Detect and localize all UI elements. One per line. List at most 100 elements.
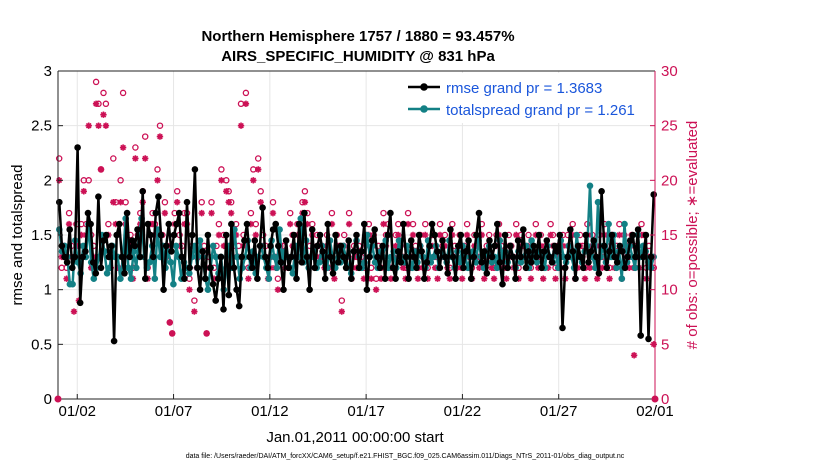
obs-evaluated-point — [345, 220, 353, 228]
rmse-point — [285, 264, 293, 272]
rmse-point — [637, 332, 644, 339]
spread-point — [167, 259, 175, 266]
rmse-point — [157, 231, 165, 239]
rmse-point — [332, 231, 339, 239]
obs-evaluated-point — [142, 155, 149, 162]
rmse-point — [494, 220, 501, 228]
obs-evaluated-point — [257, 199, 264, 206]
obs-possible-point — [141, 133, 149, 140]
obs-evaluated-point — [166, 319, 173, 326]
obs-possible-point — [110, 155, 117, 162]
rmse-point — [368, 237, 376, 244]
rmse-point — [405, 275, 412, 283]
spread-point — [289, 270, 297, 277]
obs-evaluated-point — [503, 275, 510, 282]
rmse-point — [71, 253, 79, 261]
rmse-point — [423, 259, 431, 266]
rmse-point — [298, 259, 306, 266]
rmse-point — [512, 275, 519, 283]
obs-evaluated-point — [237, 122, 245, 129]
rmse-point — [606, 248, 613, 255]
rmse-point — [394, 248, 402, 255]
obs-evaluated-point — [422, 231, 429, 239]
obs-evaluated-point — [250, 177, 257, 184]
legend: rmse grand pr = 1.3683 totalspread grand… — [400, 73, 652, 123]
obs-evaluated-point — [392, 242, 400, 250]
rmse-point — [632, 253, 639, 261]
chart-title-line1: Northern Hemisphere 1757 / 1880 = 93.457… — [201, 28, 514, 45]
rmse-point — [58, 242, 66, 250]
rmse-point — [66, 226, 73, 233]
spread-point — [528, 237, 535, 244]
obs-evaluated-point — [210, 275, 218, 282]
spread-point — [265, 275, 273, 283]
obs-possible-point — [404, 209, 412, 217]
rmse-point — [561, 264, 569, 272]
rmse-point — [488, 253, 496, 261]
rmse-point — [319, 248, 326, 255]
obs-evaluated-point — [247, 220, 255, 228]
legend-spread-marker — [420, 105, 428, 113]
spread-point — [172, 242, 180, 250]
x-tick-label: 01/12 — [251, 403, 289, 420]
rmse-point — [358, 248, 366, 255]
obs-possible-point — [154, 166, 161, 173]
rmse-point — [272, 220, 280, 228]
spread-point — [186, 270, 193, 277]
obs-evaluated-point — [132, 155, 139, 162]
spread-point — [146, 259, 153, 266]
rmse-point — [217, 253, 225, 261]
obs-evaluated-point — [95, 122, 102, 129]
rmse-point — [204, 231, 212, 239]
spread-point — [270, 253, 278, 261]
rmse-point — [275, 242, 282, 250]
rmse-point — [608, 231, 616, 239]
rmse-point — [139, 188, 146, 195]
rmse-point — [619, 248, 626, 255]
rmse-point — [473, 231, 480, 239]
rmse-point — [152, 209, 160, 217]
tick-labels: 01/02 01/07 01/12 01/17 01/22 01/27 02/0100.51… — [31, 63, 678, 420]
obs-possible-point — [569, 220, 576, 228]
rmse-point — [355, 264, 363, 272]
rmse-point — [220, 306, 227, 313]
x-tick-label: 01/02 — [58, 403, 96, 420]
obs-possible-point — [274, 275, 282, 282]
rmse-point — [522, 264, 530, 272]
rmse-point — [548, 259, 556, 266]
rmse-point — [397, 259, 405, 266]
obs-possible-point — [117, 177, 124, 184]
obs-possible-point — [92, 78, 100, 86]
rmse-point — [595, 270, 603, 277]
rmse-point — [509, 253, 517, 261]
obs-evaluated-point — [581, 275, 589, 282]
obs-evaluated-point — [242, 100, 250, 107]
rmse-point — [460, 264, 467, 272]
obs-possible-point — [218, 166, 225, 173]
obs-evaluated-point — [286, 220, 294, 228]
spread-point — [170, 280, 177, 288]
rmse-point — [342, 264, 350, 272]
rmse-point — [74, 144, 81, 151]
rmse-point — [199, 248, 206, 255]
obs-evaluated-point — [65, 220, 73, 228]
obs-possible-point — [269, 198, 277, 206]
rmse-point — [348, 275, 355, 283]
legend-box — [400, 73, 652, 123]
axes — [54, 70, 659, 403]
y-tick-label-right: 30 — [661, 63, 678, 80]
obs-evaluated-point — [490, 275, 498, 282]
obs-possible-point — [119, 89, 127, 97]
y-tick-label-right: 25 — [661, 118, 678, 135]
obs-evaluated-point — [399, 264, 407, 271]
rmse-point — [142, 275, 149, 283]
obs-evaluated-point — [569, 231, 576, 239]
rmse-point — [540, 248, 548, 255]
obs-evaluated-point — [540, 275, 547, 282]
rmse-point — [457, 231, 465, 239]
obs-evaluated-point — [638, 231, 645, 239]
rmse-point — [478, 259, 485, 266]
obs-evaluated-point — [191, 308, 198, 315]
obs-zero-marker-start — [54, 395, 62, 403]
spread-point — [631, 264, 639, 272]
